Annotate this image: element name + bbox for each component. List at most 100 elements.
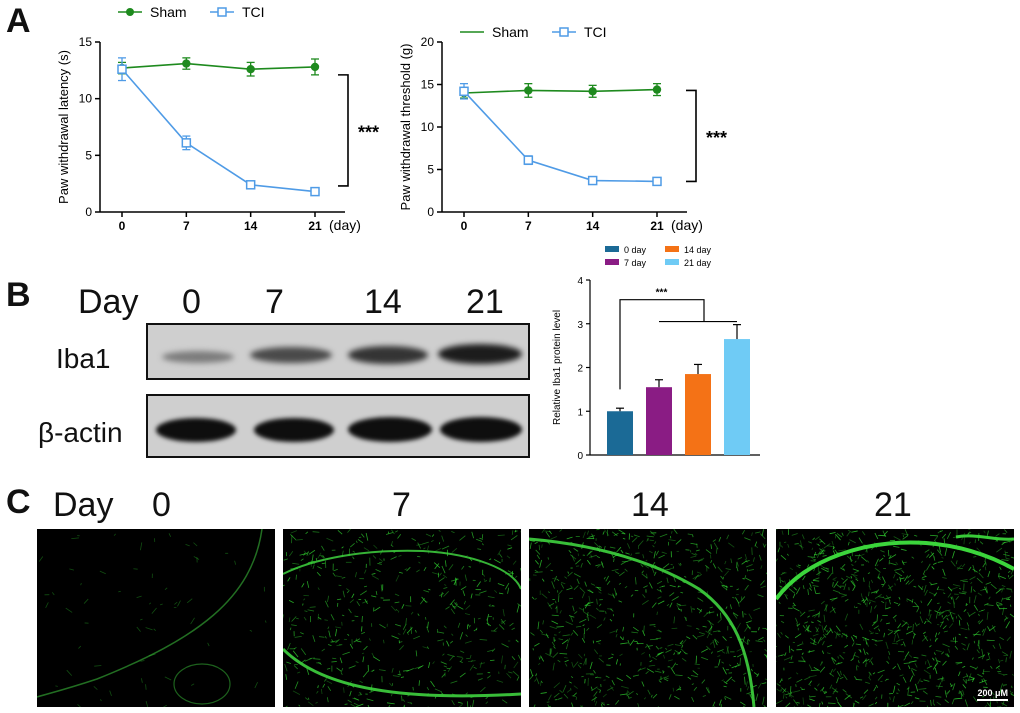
- microglia-speck: [984, 704, 988, 707]
- microglia-speck: [929, 613, 932, 620]
- microglia-speck: [99, 570, 106, 575]
- microglia-speck: [391, 529, 395, 535]
- microglia-speck: [801, 656, 806, 663]
- microglia-speck: [516, 604, 520, 613]
- microglia-speck: [77, 704, 82, 707]
- microglia-speck: [597, 642, 601, 645]
- microglia-speck: [818, 611, 820, 618]
- microglia-speck: [538, 656, 540, 659]
- microglia-speck: [935, 685, 943, 688]
- micro-day-21: 21: [874, 486, 912, 524]
- microglia-speck: [537, 662, 541, 666]
- microglia-speck: [831, 687, 839, 693]
- microglia-speck: [950, 596, 953, 600]
- microglia-speck: [811, 581, 814, 584]
- microglia-speck: [571, 695, 576, 697]
- microglia-speck: [921, 636, 928, 642]
- microglia-speck: [498, 592, 504, 595]
- microglia-speck: [586, 559, 591, 565]
- microglia-speck: [854, 560, 857, 563]
- microglia-speck: [839, 654, 845, 660]
- microglia-speck: [1002, 597, 1010, 600]
- microglia-speck: [865, 596, 869, 602]
- microglia-speck: [962, 675, 969, 679]
- microglia-speck: [343, 687, 345, 693]
- microglia-speck: [622, 626, 625, 632]
- microglia-speck: [362, 600, 369, 604]
- microglia-speck: [477, 678, 483, 681]
- microglia-speck: [841, 594, 848, 598]
- microglia-speck: [413, 635, 421, 640]
- microglia-speck: [948, 611, 956, 615]
- microglia-speck: [913, 656, 919, 659]
- microglia-speck: [661, 551, 667, 554]
- microglia-speck: [745, 681, 748, 687]
- microglia-speck: [304, 610, 308, 612]
- microglia-speck: [865, 662, 868, 665]
- iba1-band-21: [438, 344, 522, 364]
- microglia-speck: [853, 654, 860, 658]
- microglia-speck: [849, 555, 852, 562]
- microglia-speck: [942, 568, 946, 576]
- microglia-speck: [917, 678, 921, 685]
- microglia-speck: [814, 536, 820, 541]
- microglia-speck: [812, 585, 819, 587]
- microglia-speck: [893, 536, 901, 541]
- microglia-speck: [836, 584, 842, 589]
- microglia-speck: [693, 686, 698, 691]
- microglia-speck: [434, 688, 442, 693]
- microglia-speck: [855, 606, 858, 609]
- microglia-speck: [785, 692, 793, 696]
- microglia-speck: [954, 697, 963, 700]
- microglia-speck: [932, 699, 935, 704]
- microglia-speck: [594, 696, 596, 703]
- microglia-speck: [859, 623, 864, 630]
- microglia-speck: [670, 667, 676, 675]
- microglia-speck: [354, 615, 359, 618]
- microglia-speck: [875, 632, 879, 635]
- microglia-speck: [375, 569, 381, 573]
- microglia-speck: [911, 669, 915, 676]
- microglia-speck: [818, 624, 821, 626]
- microglia-speck: [366, 698, 374, 702]
- actin-blot: [146, 394, 530, 458]
- microglia-speck: [999, 689, 1002, 695]
- microglia-speck: [840, 567, 845, 571]
- microglia-speck: [940, 679, 945, 681]
- microglia-speck: [880, 618, 883, 622]
- microglia-speck: [776, 646, 778, 648]
- microglia-speck: [671, 530, 673, 534]
- microglia-speck: [990, 583, 997, 590]
- microglia-speck: [388, 704, 391, 707]
- microglia-speck: [897, 705, 900, 707]
- microglia-speck: [627, 639, 630, 645]
- microglia-speck: [679, 562, 682, 566]
- microglia-speck: [721, 651, 726, 654]
- microglia-speck: [316, 571, 321, 577]
- microglia-speck: [871, 620, 878, 627]
- microglia-speck: [589, 554, 598, 558]
- microglia-speck: [423, 566, 427, 572]
- microglia-speck: [332, 572, 336, 577]
- microglia-speck: [861, 598, 865, 602]
- microglia-speck: [504, 582, 510, 590]
- microglia-speck: [530, 669, 533, 677]
- microglia-speck: [705, 564, 710, 569]
- data-point-tci: [245, 180, 256, 190]
- microglia-speck: [598, 591, 602, 594]
- microglia-speck: [721, 585, 728, 591]
- microglia-speck: [884, 596, 892, 600]
- microglia-speck: [511, 656, 516, 661]
- microglia-speck: [395, 609, 398, 611]
- microglia-speck: [596, 624, 603, 629]
- microglia-speck: [739, 701, 746, 706]
- microglia-speck: [609, 630, 616, 634]
- microglia-speck: [790, 648, 795, 652]
- microglia-speck: [516, 676, 520, 681]
- microglia-speck: [951, 698, 955, 705]
- microglia-speck: [454, 602, 458, 607]
- microglia-speck: [646, 535, 654, 538]
- microglia-speck: [292, 650, 299, 658]
- microglia-speck: [905, 580, 910, 585]
- microglia-speck: [572, 605, 575, 612]
